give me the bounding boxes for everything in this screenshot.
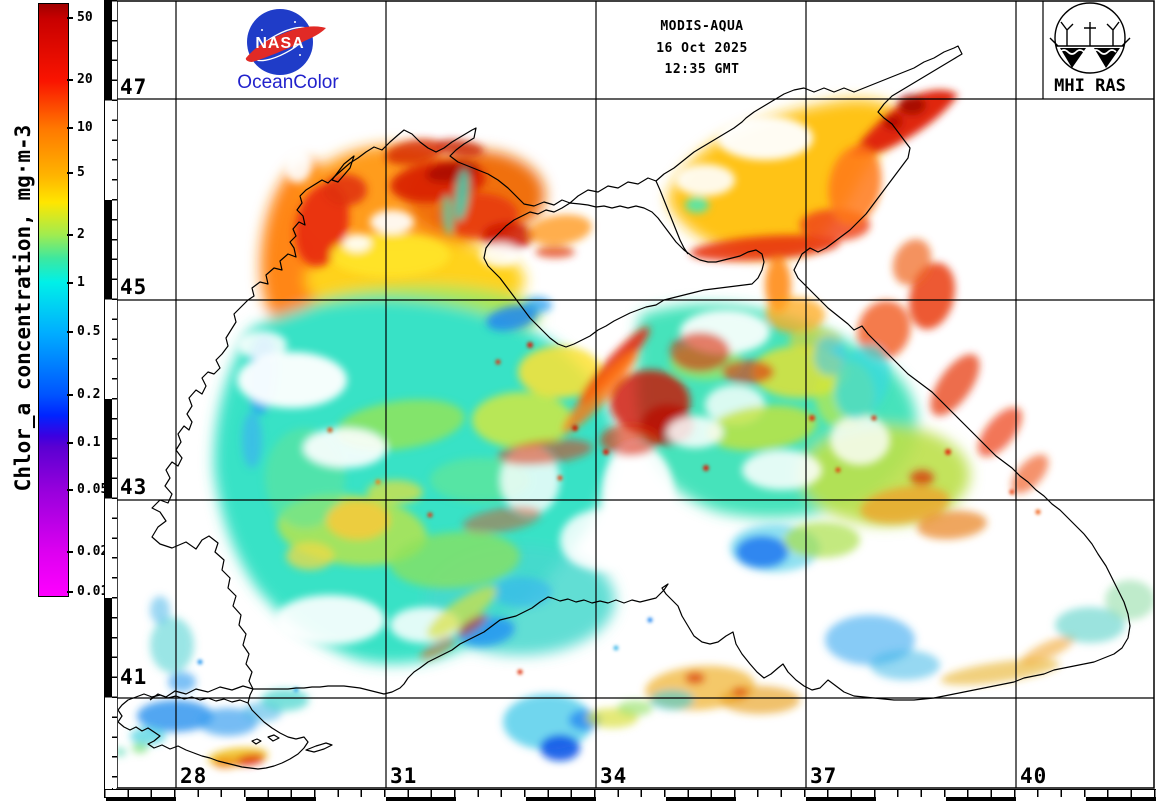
- colorbar-tick: [67, 442, 73, 444]
- colorbar-tick: [67, 331, 73, 333]
- nasa-swoosh: [245, 26, 326, 62]
- colorbar-tick: [67, 79, 73, 81]
- colorbar-tick: [67, 394, 73, 396]
- mhi-ras-label: MHI RAS: [1054, 76, 1126, 96]
- colorbar-tick: [67, 127, 73, 129]
- lat-label-43: 43: [120, 475, 148, 499]
- chlorophyll-data-layer: [118, 90, 1154, 768]
- mission-label: MODIS-AQUA: [660, 19, 744, 34]
- date-label: 16 Oct 2025: [656, 40, 748, 56]
- lon-label-31: 31: [390, 764, 418, 788]
- colorbar-tick-label: 0.5: [77, 324, 101, 339]
- lon-label-34: 34: [600, 764, 628, 788]
- latitude-ruler-ticks: [112, 0, 117, 788]
- colorbar-tick-label: 10: [77, 120, 93, 135]
- time-label: 12:35 GMT: [664, 62, 740, 77]
- lat-label-41: 41: [120, 665, 148, 689]
- colorbar-tick: [67, 172, 73, 174]
- colorbar-tick-label: 20: [77, 72, 93, 87]
- colorbar-tick-label: 0.01: [77, 584, 109, 599]
- colorbar-tick-label: 0.02: [77, 544, 109, 559]
- colorbar-tick: [67, 551, 73, 553]
- lon-label-40: 40: [1020, 764, 1048, 788]
- oceancolor-label: OceanColor: [237, 72, 339, 93]
- nasa-logo: NASA: [245, 9, 326, 75]
- colorbar-tick-label: 1: [77, 275, 85, 290]
- graticule-grid: [117, 1, 1154, 788]
- chlorophyll-colorbar: [38, 3, 69, 597]
- lat-label-45: 45: [120, 275, 148, 299]
- colorbar-tick: [67, 234, 73, 236]
- colorbar-tick: [67, 591, 73, 593]
- colorbar-tick-label: 5: [77, 165, 85, 180]
- map-frame-border: [116, 0, 1155, 789]
- scene-info-block: MODIS-AQUA 16 Oct 2025 12:35 GMT: [598, 16, 806, 81]
- longitude-ruler: [106, 797, 1156, 801]
- colorbar-tick: [67, 282, 73, 284]
- coastline-layer: [118, 45, 1131, 770]
- colorbar-tick-label: 0.1: [77, 435, 101, 450]
- colorbar-tick-label: 0.05: [77, 482, 109, 497]
- colorbar-axis-label: Chlor_a concentration, mg·m-3: [11, 124, 35, 492]
- colorbar-tick-label: 2: [77, 227, 85, 242]
- lon-label-37: 37: [810, 764, 838, 788]
- colorbar-tick-label: 50: [77, 10, 93, 25]
- colorbar-tick-label: 0.2: [77, 387, 101, 402]
- nasa-wordmark: NASA: [255, 35, 304, 52]
- mhi-ras-logo: [1049, 2, 1131, 74]
- lon-label-28: 28: [180, 764, 208, 788]
- colorbar-tick: [67, 17, 73, 19]
- lat-label-47: 47: [120, 75, 148, 99]
- colorbar-tick: [67, 489, 73, 491]
